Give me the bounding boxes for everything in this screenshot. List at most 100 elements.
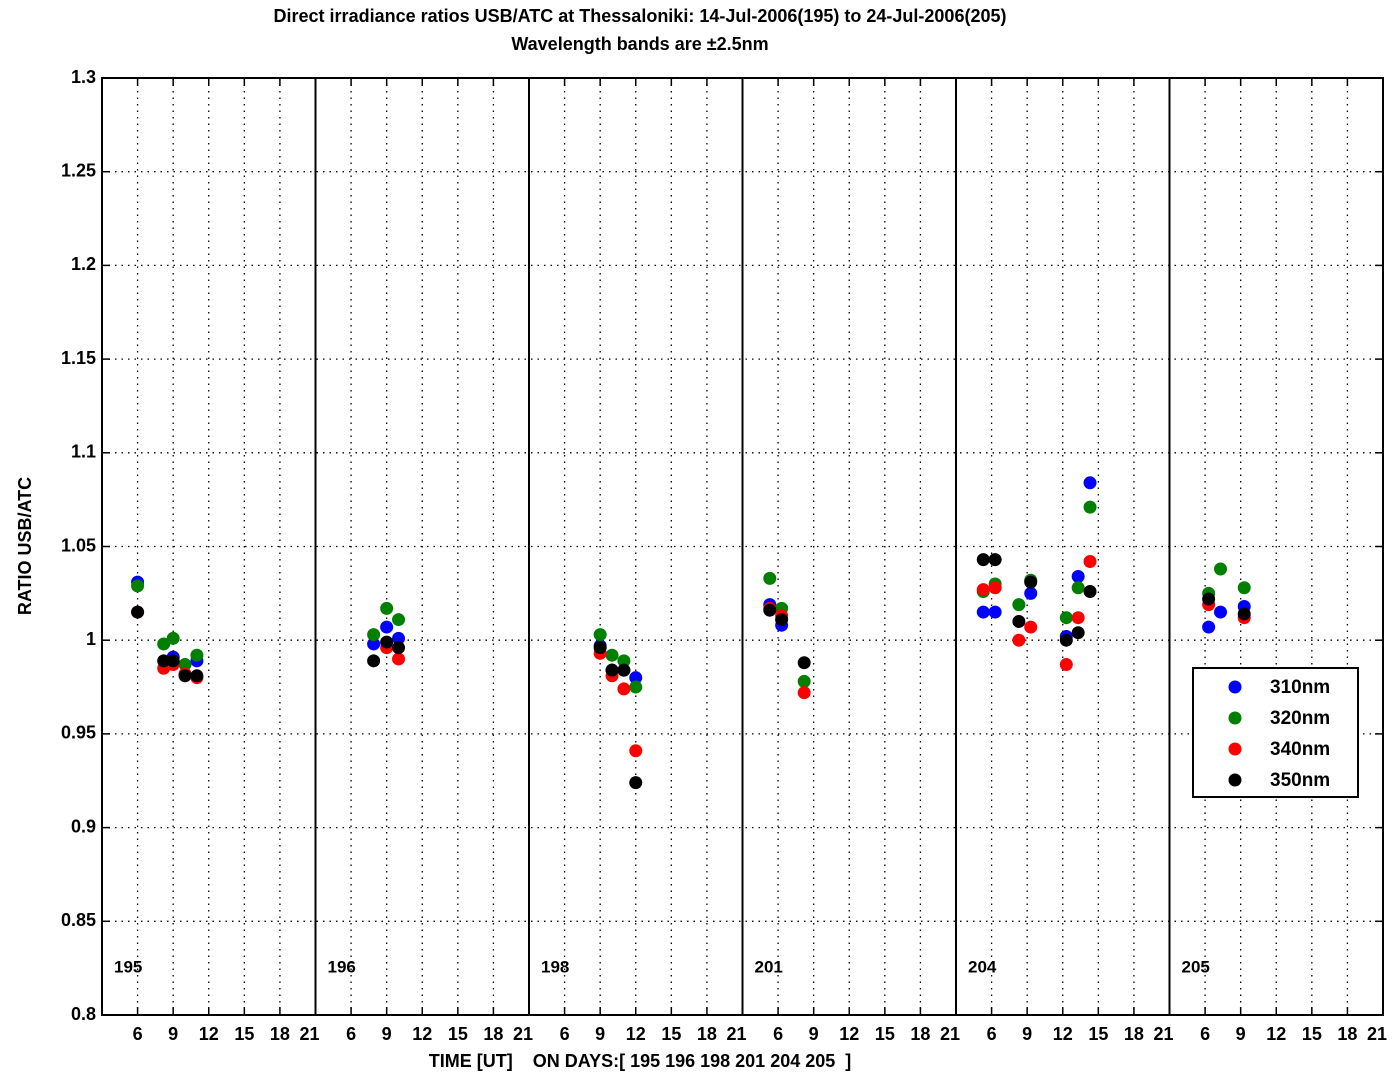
x-tick-label: 18: [1337, 1024, 1357, 1044]
data-point: [605, 648, 619, 662]
data-point: [988, 581, 1002, 595]
data-point: [380, 635, 394, 649]
data-point: [166, 631, 180, 645]
y-tick-label: 0.85: [61, 910, 96, 930]
data-point: [976, 583, 990, 597]
x-tick-label: 18: [910, 1024, 930, 1044]
data-point: [166, 654, 180, 668]
panel-label: 198: [541, 957, 569, 976]
y-tick-label: 0.95: [61, 723, 96, 743]
x-axis-label: TIME [UT] ON DAYS:[ 195 196 198 201 204 …: [429, 1051, 852, 1071]
x-tick-label: 12: [1053, 1024, 1073, 1044]
x-tick-label: 9: [1022, 1024, 1032, 1044]
data-point: [178, 658, 192, 672]
legend-label: 310nm: [1270, 677, 1330, 698]
x-tick-label: 18: [483, 1024, 503, 1044]
data-point: [1214, 605, 1228, 619]
data-point: [1202, 592, 1216, 606]
data-point: [367, 654, 381, 668]
data-point: [593, 641, 607, 655]
legend-label: 340nm: [1270, 739, 1330, 760]
legend-box: [1192, 667, 1359, 798]
data-point: [763, 571, 777, 585]
legend-marker: [1228, 742, 1242, 756]
y-tick-label: 1.1: [71, 442, 96, 462]
x-tick-label: 9: [595, 1024, 605, 1044]
x-tick-label: 6: [133, 1024, 143, 1044]
x-tick-label: 12: [1266, 1024, 1286, 1044]
data-point: [1071, 569, 1085, 583]
x-tick-label: 21: [1367, 1024, 1387, 1044]
data-point: [190, 669, 204, 683]
x-tick-label: 18: [270, 1024, 290, 1044]
data-point: [1083, 476, 1097, 490]
data-point: [617, 682, 631, 696]
panel-label: 195: [114, 957, 142, 976]
data-point: [392, 613, 406, 627]
y-tick-label: 1.15: [61, 348, 96, 368]
data-point: [1012, 598, 1026, 612]
panel-label: 196: [328, 957, 356, 976]
legend-marker: [1228, 711, 1242, 725]
x-tick-label: 21: [513, 1024, 533, 1044]
data-point: [797, 674, 811, 688]
x-tick-label: 9: [1236, 1024, 1246, 1044]
data-point: [797, 686, 811, 700]
data-point: [1024, 575, 1038, 589]
data-point: [988, 605, 1002, 619]
x-tick-label: 6: [346, 1024, 356, 1044]
plot-frame: [101, 77, 1384, 1016]
data-point: [1024, 620, 1038, 634]
panel-label: 205: [1182, 957, 1210, 976]
y-tick-label: 1: [86, 629, 96, 649]
data-point: [190, 648, 204, 662]
data-point: [392, 652, 406, 666]
x-tick-label: 15: [661, 1024, 681, 1044]
x-tick-label: 15: [875, 1024, 895, 1044]
x-tick-label: 15: [1088, 1024, 1108, 1044]
x-tick-label: 21: [299, 1024, 319, 1044]
data-point: [1059, 633, 1073, 647]
y-tick-label: 1.3: [71, 67, 96, 87]
data-point: [629, 671, 643, 685]
data-point: [1012, 614, 1026, 628]
x-tick-label: 9: [382, 1024, 392, 1044]
data-point: [178, 669, 192, 683]
data-point: [605, 663, 619, 677]
data-point: [131, 579, 145, 593]
legend-label: 320nm: [1270, 708, 1330, 729]
data-point: [775, 613, 789, 627]
data-point: [1202, 620, 1216, 634]
x-tick-label: 12: [412, 1024, 432, 1044]
data-point: [1059, 658, 1073, 672]
y-tick-label: 0.9: [71, 816, 96, 836]
x-tick-label: 6: [987, 1024, 997, 1044]
data-point: [797, 656, 811, 670]
x-tick-label: 6: [773, 1024, 783, 1044]
data-point: [1083, 584, 1097, 598]
x-tick-label: 9: [809, 1024, 819, 1044]
data-point: [1083, 500, 1097, 514]
data-point: [976, 605, 990, 619]
data-point: [380, 601, 394, 615]
data-point: [763, 603, 777, 617]
panel-label: 204: [968, 957, 997, 976]
x-tick-label: 9: [168, 1024, 178, 1044]
x-tick-label: 12: [839, 1024, 859, 1044]
data-point: [1083, 554, 1097, 568]
data-point: [1059, 611, 1073, 625]
data-point: [988, 553, 1002, 567]
data-point: [392, 631, 406, 645]
data-point: [1071, 581, 1085, 595]
panel-label: 201: [755, 957, 783, 976]
x-tick-label: 6: [1200, 1024, 1210, 1044]
y-axis-label: RATIO USB/ATC: [15, 477, 35, 615]
data-point: [1071, 626, 1085, 640]
data-point: [1024, 586, 1038, 600]
legend-label: 350nm: [1270, 770, 1330, 791]
data-point: [157, 637, 171, 651]
x-tick-label: 18: [697, 1024, 717, 1044]
data-point: [1214, 562, 1228, 576]
